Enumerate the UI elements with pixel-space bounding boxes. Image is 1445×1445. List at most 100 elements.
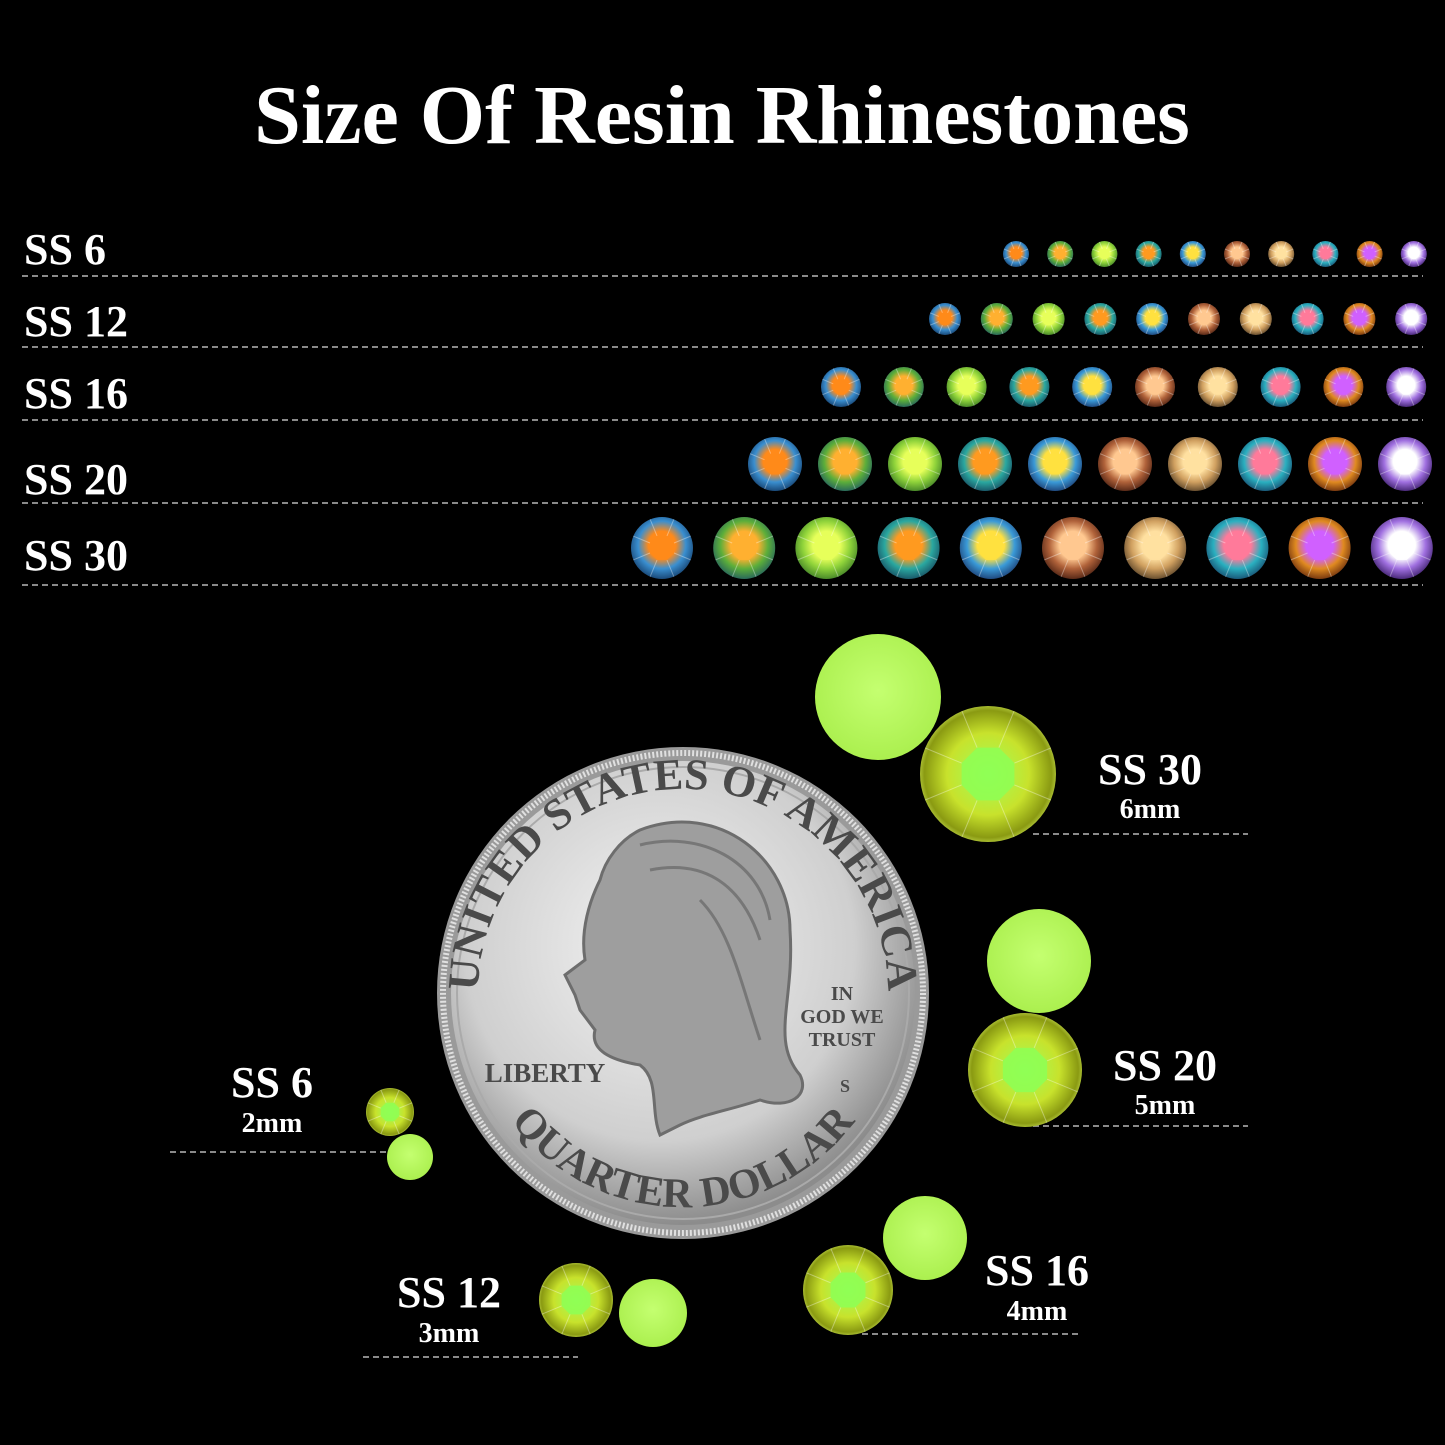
stone-facet <box>1331 552 1349 561</box>
stone-facet <box>972 1078 1004 1093</box>
stone-facet <box>764 438 772 454</box>
rhinestone <box>821 367 861 407</box>
rhinestone <box>877 517 940 579</box>
stone-facet <box>1050 325 1056 334</box>
stone-facet <box>930 321 939 326</box>
stone-table <box>1389 536 1414 560</box>
stone-facet <box>1010 389 1022 396</box>
stone-facet <box>1073 378 1085 385</box>
stone-facet <box>906 368 912 380</box>
stone-table <box>1254 453 1276 475</box>
stone-facet <box>764 474 772 490</box>
title: Size Of Resin Rhinestones <box>254 69 1190 162</box>
stone-facet <box>1099 378 1111 385</box>
stone-facet <box>1102 304 1107 313</box>
stone-facet <box>1150 241 1155 250</box>
stone-facet <box>1136 378 1148 385</box>
stone-facet <box>1379 467 1395 475</box>
stone-facet <box>918 438 926 454</box>
stone-facet <box>1136 248 1144 253</box>
stone-facet <box>673 535 691 544</box>
stone-facet <box>1058 438 1066 454</box>
stone-facet <box>1286 248 1294 253</box>
stone-table <box>1225 536 1250 560</box>
stone-facet <box>785 453 801 461</box>
stone-table <box>896 379 912 395</box>
stone-facet <box>1418 248 1427 253</box>
stone-facet <box>1092 255 1100 260</box>
stone-facet <box>1136 255 1144 260</box>
stone-facet <box>896 519 905 537</box>
stone-table <box>961 747 1015 801</box>
stone-facet <box>1268 438 1276 454</box>
stone-facet <box>590 1305 611 1315</box>
rhinestone <box>883 367 924 407</box>
stone-facet <box>1098 241 1103 250</box>
stone-facet <box>1288 389 1300 396</box>
stone-table <box>830 1272 866 1308</box>
stone-facet <box>1146 368 1153 380</box>
stone-facet <box>998 710 1015 748</box>
stone-facet <box>1154 325 1159 334</box>
stone-table <box>1335 379 1352 395</box>
stone-facet <box>1002 552 1020 561</box>
stone-table <box>1353 312 1366 326</box>
stone-facet <box>998 304 1004 313</box>
green-stone-back <box>987 909 1091 1013</box>
stone-table <box>1184 453 1206 475</box>
rhinestone <box>959 517 1022 579</box>
rhinestone <box>1135 367 1175 407</box>
stone-facet <box>1344 321 1354 326</box>
stone-facet <box>1143 258 1147 267</box>
stone-facet <box>666 559 675 577</box>
stone-facet <box>1002 312 1012 317</box>
stone-facet <box>1352 304 1358 313</box>
stone-facet <box>1047 248 1056 253</box>
stone-table <box>650 536 674 560</box>
stone-facet <box>1106 241 1110 250</box>
stone-facet <box>1309 453 1325 461</box>
stone-facet <box>974 474 982 490</box>
stone-facet <box>731 559 740 577</box>
stone-facet <box>1408 474 1416 490</box>
stone-facet <box>885 378 897 385</box>
stone-facet <box>938 304 943 313</box>
stone-facet <box>1225 519 1233 537</box>
stone-facet <box>1065 248 1073 253</box>
stone-facet <box>1241 255 1250 260</box>
stone-facet <box>1379 453 1395 461</box>
stone-facet <box>1364 258 1368 267</box>
stone-facet <box>848 474 856 490</box>
stone-table <box>834 453 856 475</box>
stone-facet <box>1135 453 1151 461</box>
stone-facet <box>561 1265 571 1286</box>
rhinestone <box>1091 241 1118 267</box>
stone-facet <box>1092 248 1100 253</box>
rhinestone <box>1395 303 1428 335</box>
stone-facet <box>1239 467 1255 475</box>
stone-facet <box>959 467 975 475</box>
stone-facet <box>911 378 923 385</box>
stone-facet <box>367 1115 381 1122</box>
rhinestone <box>1312 241 1339 267</box>
stone-facet <box>1275 241 1280 250</box>
stone-facet <box>990 325 995 334</box>
stone-facet <box>1180 248 1188 253</box>
stone-facet <box>1153 255 1161 260</box>
stone-facet <box>1033 1017 1048 1049</box>
stone-facet <box>961 710 978 748</box>
rhinestone <box>888 437 942 491</box>
rhinestone <box>1072 367 1113 407</box>
stone-facet <box>1184 474 1192 490</box>
stone-facet <box>1106 312 1116 317</box>
stone-facet <box>1145 325 1151 334</box>
rhinestone <box>1042 517 1104 579</box>
stone-facet <box>1224 255 1233 260</box>
stone-facet <box>1418 255 1427 260</box>
stone-facet <box>1084 394 1090 406</box>
stone-table <box>896 536 921 560</box>
callout-size: SS 12 <box>397 1268 501 1317</box>
stone-facet <box>1313 248 1321 253</box>
stone-facet <box>1042 304 1047 313</box>
